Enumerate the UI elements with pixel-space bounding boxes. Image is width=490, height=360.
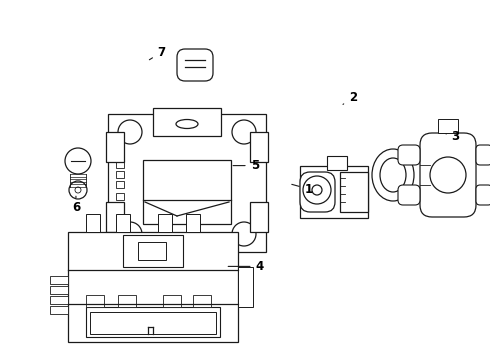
Bar <box>68 232 238 342</box>
Bar <box>138 242 166 260</box>
Bar <box>327 156 347 170</box>
Bar <box>118 295 136 307</box>
Bar <box>90 312 216 334</box>
Bar <box>86 295 104 307</box>
Bar <box>186 225 198 232</box>
Text: 4: 4 <box>228 260 264 273</box>
Bar <box>438 119 458 133</box>
Ellipse shape <box>372 149 414 201</box>
Bar <box>158 225 170 232</box>
Circle shape <box>75 187 81 193</box>
Bar <box>116 161 124 168</box>
Text: 7: 7 <box>149 46 166 60</box>
FancyBboxPatch shape <box>300 172 335 212</box>
Bar <box>86 225 98 232</box>
Bar <box>106 132 124 162</box>
Circle shape <box>69 181 87 199</box>
Bar <box>153 108 221 136</box>
Bar <box>50 276 68 284</box>
Bar <box>123 235 183 267</box>
Text: 3: 3 <box>446 130 460 143</box>
Circle shape <box>118 120 142 144</box>
Bar <box>186 214 200 232</box>
FancyBboxPatch shape <box>420 133 476 217</box>
Text: 1: 1 <box>292 183 313 195</box>
Circle shape <box>65 148 91 174</box>
Bar <box>50 286 68 294</box>
Bar <box>193 295 211 307</box>
Bar <box>116 214 130 232</box>
Bar <box>116 149 124 156</box>
Bar <box>340 172 368 212</box>
Text: 5: 5 <box>233 159 259 172</box>
Bar <box>50 296 68 304</box>
FancyBboxPatch shape <box>476 145 490 165</box>
Circle shape <box>430 157 466 193</box>
Bar <box>116 171 124 178</box>
Bar <box>163 295 181 307</box>
Bar <box>158 214 172 232</box>
FancyBboxPatch shape <box>177 49 213 81</box>
Bar <box>86 307 220 337</box>
Bar <box>250 132 268 162</box>
FancyBboxPatch shape <box>398 185 420 205</box>
Bar <box>86 214 100 232</box>
Circle shape <box>232 222 256 246</box>
Bar <box>116 225 128 232</box>
Bar <box>143 160 231 224</box>
Circle shape <box>312 185 322 195</box>
FancyBboxPatch shape <box>476 185 490 205</box>
Bar <box>116 181 124 188</box>
Bar <box>116 193 124 200</box>
Ellipse shape <box>176 120 198 129</box>
Text: 6: 6 <box>72 196 80 213</box>
Ellipse shape <box>380 158 406 192</box>
Circle shape <box>232 120 256 144</box>
Bar <box>116 215 124 222</box>
Circle shape <box>118 222 142 246</box>
Bar <box>300 166 368 218</box>
Bar <box>238 267 253 307</box>
FancyBboxPatch shape <box>398 145 420 165</box>
Bar <box>106 202 124 232</box>
Text: 2: 2 <box>343 91 357 104</box>
Circle shape <box>303 176 331 204</box>
Bar <box>108 114 266 252</box>
Bar <box>250 202 268 232</box>
Bar <box>50 306 68 314</box>
Bar <box>116 205 124 212</box>
